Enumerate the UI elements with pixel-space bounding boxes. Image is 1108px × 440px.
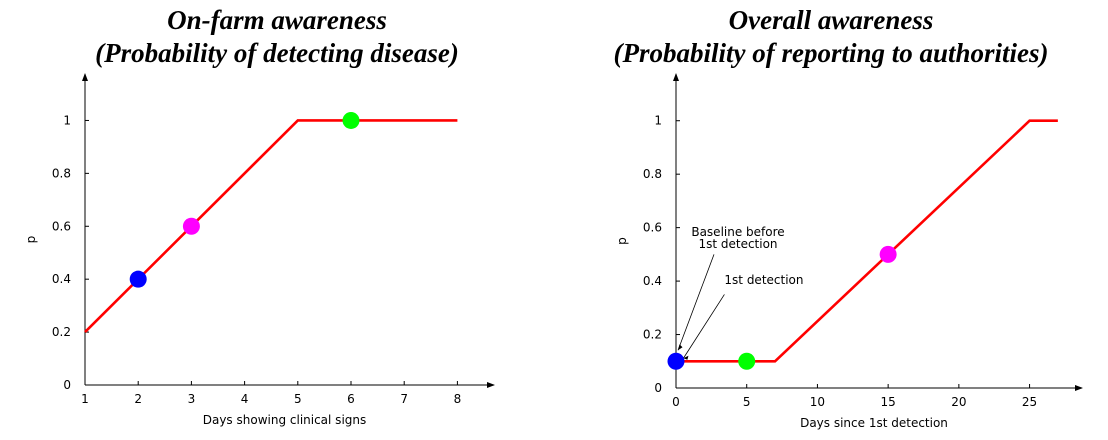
annotation-arrowhead	[683, 355, 689, 360]
x-tick-label: 8	[454, 392, 462, 406]
y-tick-label: 0	[654, 381, 662, 395]
annotation-arrowhead	[678, 344, 683, 351]
chart-panel-left: On-farm awareness (Probability of detect…	[0, 4, 554, 427]
y-tick-label: 1	[63, 113, 71, 127]
x-tick-label: 3	[188, 392, 196, 406]
y-tick-label: 1	[654, 114, 662, 128]
chart-title: On-farm awareness	[167, 5, 387, 35]
x-tick-label: 20	[951, 395, 966, 409]
chart-subtitle: (Probability of detecting disease)	[95, 38, 459, 68]
data-point	[129, 270, 147, 288]
y-axis-label: p	[24, 236, 38, 244]
chart-title-left: On-farm awareness (Probability of detect…	[0, 4, 554, 70]
data-point	[182, 217, 200, 235]
x-tick-label: 7	[400, 392, 408, 406]
x-axis-label: Days showing clinical signs	[203, 413, 367, 427]
chart-panel-right: Overall awareness (Probability of report…	[554, 0, 1108, 440]
chart-svg-right: 0 5 10 15 20 25 0 0.2 0.4 0.6 0.8 1 Days since 1st d…	[615, 73, 1083, 430]
series-line	[676, 119, 1058, 363]
x-tick-label: 2	[134, 392, 142, 406]
chart-subtitle: (Probability of reporting to authorities…	[613, 38, 1049, 68]
annotation-label: 1st detection	[724, 273, 803, 287]
chart-svg-left: 1 2 3 4 5 6 7 8 0 0.2 0.4 0.6 0.8 1 Days showing clini…	[24, 73, 495, 427]
chart-title-right: Overall awareness (Probability of report…	[554, 4, 1108, 70]
y-tick-label: 0.4	[52, 272, 71, 286]
annotation-label: Baseline before	[691, 225, 784, 239]
y-tick-label: 0.6	[52, 219, 71, 233]
x-tick-label: 10	[810, 395, 825, 409]
x-tick-label: 15	[881, 395, 896, 409]
y-tick-label: 0.8	[52, 166, 71, 180]
y-tick-label: 0.2	[52, 325, 71, 339]
y-axis-label: p	[615, 237, 629, 245]
x-tick-label: 6	[347, 392, 355, 406]
data-point	[667, 352, 685, 370]
series-line	[84, 119, 458, 334]
annotation-arrow	[677, 254, 715, 351]
y-tick-label: 0.6	[643, 221, 662, 235]
x-tick-label: 25	[1022, 395, 1037, 409]
x-tick-label: 4	[241, 392, 249, 406]
y-tick-label: 0.4	[643, 274, 662, 288]
x-axis-label: Days since 1st detection	[800, 416, 948, 430]
y-tick-label: 0.8	[643, 167, 662, 181]
x-tick-label: 0	[672, 395, 680, 409]
x-tick-label: 5	[743, 395, 751, 409]
annotation-label: 1st detection	[698, 237, 777, 251]
data-point	[738, 352, 756, 370]
data-point	[879, 245, 897, 263]
data-point	[342, 111, 360, 129]
x-tick-label: 1	[81, 392, 89, 406]
annotation-arrow	[683, 294, 725, 359]
y-tick-label: 0.2	[643, 328, 662, 342]
y-tick-label: 0	[63, 378, 71, 392]
chart-title: Overall awareness	[728, 5, 934, 35]
x-tick-label: 5	[294, 392, 302, 406]
